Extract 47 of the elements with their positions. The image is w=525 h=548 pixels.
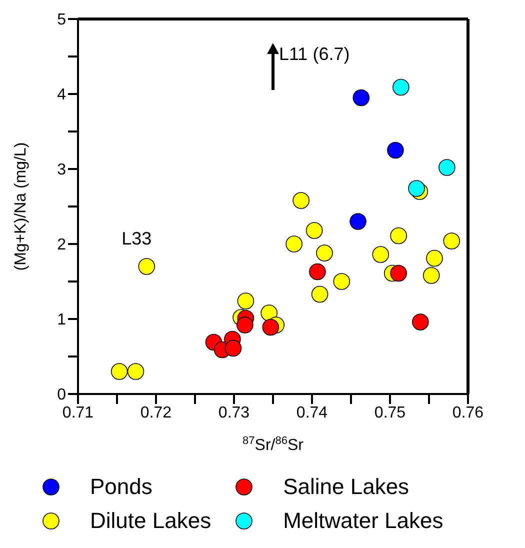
x-axis-title: $^{87}$Sr/$^{86}$Sr bbox=[242, 435, 304, 454]
y-tick-label: 5 bbox=[57, 12, 66, 29]
legend-label: Dilute Lakes bbox=[90, 508, 212, 534]
point bbox=[352, 89, 370, 106]
point bbox=[412, 314, 429, 330]
x-tick-label: 0.74 bbox=[296, 404, 328, 422]
legend-label: Saline Lakes bbox=[283, 474, 410, 500]
point bbox=[350, 213, 366, 230]
point bbox=[306, 222, 323, 239]
point bbox=[224, 340, 242, 357]
x-tick-label: 0.71 bbox=[62, 404, 94, 422]
point bbox=[426, 250, 443, 267]
point bbox=[387, 142, 404, 159]
annotation: L33 bbox=[122, 228, 152, 248]
y-tick-label: 0 bbox=[57, 386, 66, 404]
point bbox=[390, 227, 407, 244]
point bbox=[422, 267, 440, 284]
point bbox=[392, 78, 410, 96]
point bbox=[262, 318, 280, 336]
x-tick-label: 0.72 bbox=[140, 404, 172, 422]
legend-label: Ponds bbox=[90, 474, 152, 500]
point bbox=[127, 363, 144, 380]
point bbox=[372, 246, 390, 263]
point bbox=[311, 286, 328, 303]
point bbox=[438, 159, 456, 176]
y-axis-title: (Mg+K)/Na (mg/L) bbox=[12, 142, 30, 271]
point bbox=[110, 363, 128, 380]
annotation: L11 (6.7) bbox=[279, 44, 350, 64]
y-tick-label: 2 bbox=[57, 236, 66, 254]
point bbox=[286, 236, 302, 252]
point bbox=[236, 316, 254, 334]
x-tick-label: 0.73 bbox=[218, 404, 250, 422]
point bbox=[390, 264, 407, 282]
point bbox=[237, 292, 254, 310]
x-tick-label: 0.76 bbox=[452, 404, 484, 422]
point bbox=[292, 192, 310, 209]
y-tick-label: 1 bbox=[57, 312, 66, 329]
point bbox=[138, 258, 156, 275]
point bbox=[443, 232, 460, 250]
point bbox=[408, 180, 425, 197]
point bbox=[333, 273, 350, 290]
point bbox=[316, 244, 333, 262]
point bbox=[309, 263, 326, 280]
y-tick-label: 4 bbox=[57, 86, 66, 104]
y-tick-label: 3 bbox=[57, 162, 66, 179]
x-tick-label: 0.75 bbox=[374, 404, 406, 422]
legend-label: Meltwater Lakes bbox=[283, 508, 444, 534]
